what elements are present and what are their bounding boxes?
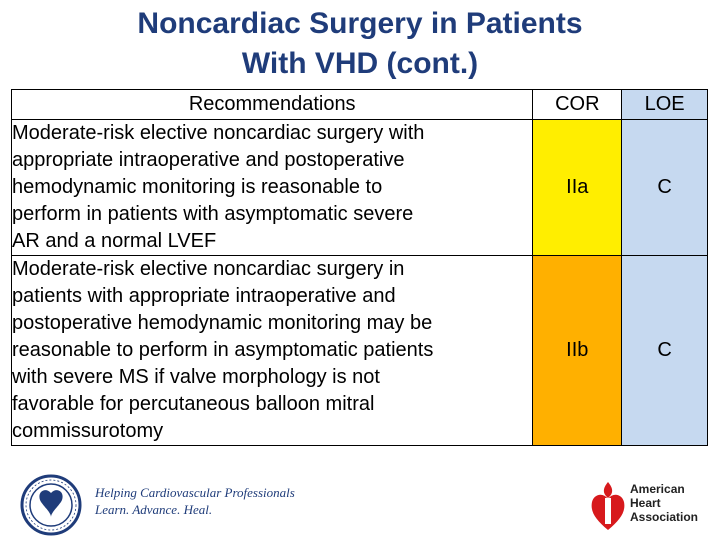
cor-cell: IIa [532,119,623,256]
acc-tagline-line-2: Learn. Advance. Heal. [95,502,213,517]
recommendation-line: reasonable to perform in asymptomatic pa… [12,339,434,361]
recommendation-cell: Moderate-risk elective noncardiac surger… [10,255,534,446]
title-line-2: With VHD (cont.) [241,47,479,80]
recommendation-line: AR and a normal LVEF [12,230,217,252]
table-header-row: Recommendations COR LOE [10,89,708,120]
aha-line-2: Heart [630,496,661,510]
heart-torch-icon [591,482,625,530]
recommendation-line: commissurotomy [12,420,164,442]
recommendation-line: favorable for percutaneous balloon mitra… [12,393,375,415]
recommendation-line: hemodynamic monitoring is reasonable to [12,176,383,198]
recommendation-line: Moderate-risk elective noncardiac surger… [12,258,405,280]
header-cor: COR [532,89,623,120]
title-line-1: Noncardiac Surgery in Patients [137,7,583,40]
recommendation-line: postoperative hemodynamic monitoring may… [12,312,433,334]
aha-line-1: American [630,482,685,496]
header-recommendations: Recommendations [10,89,534,120]
acc-seal-icon [20,474,82,536]
recommendation-line: Moderate-risk elective noncardiac surger… [12,122,425,144]
acc-tagline: Helping Cardiovascular Professionals Lea… [95,484,295,518]
recommendation-line: with severe MS if valve morphology is no… [12,366,380,388]
aha-wordmark: American Heart Association [630,482,698,524]
loe-cell: C [621,119,708,256]
header-loe: LOE [621,89,708,120]
slide-title: Noncardiac Surgery in Patients With VHD … [0,4,720,84]
recommendation-line: patients with appropriate intraoperative… [12,285,396,307]
table-row: Moderate-risk elective noncardiac surger… [10,255,708,446]
recommendation-cell: Moderate-risk elective noncardiac surger… [10,119,534,256]
footer: Helping Cardiovascular Professionals Lea… [0,470,720,540]
cor-cell: IIb [532,255,623,446]
acc-tagline-line-1: Helping Cardiovascular Professionals [95,485,295,500]
table-row: Moderate-risk elective noncardiac surger… [10,119,708,256]
recommendations-table: Recommendations COR LOE Moderate-risk el… [10,89,708,446]
loe-cell: C [621,255,708,446]
aha-line-3: Association [630,510,699,524]
recommendation-line: appropriate intraoperative and postopera… [12,149,405,171]
recommendation-line: perform in patients with asymptomatic se… [12,203,414,225]
